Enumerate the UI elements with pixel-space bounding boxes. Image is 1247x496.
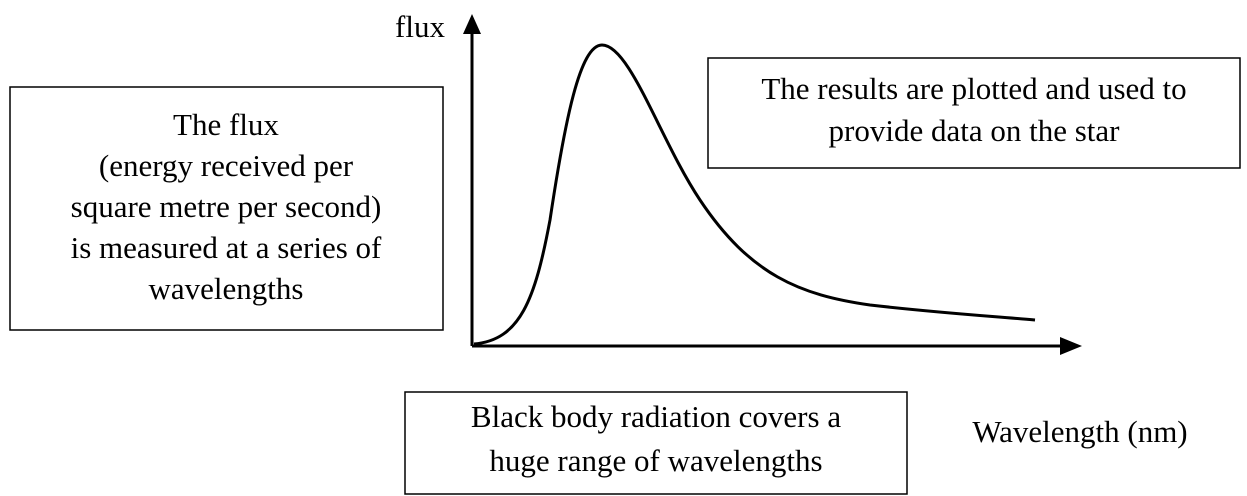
box-text-line: provide data on the star bbox=[829, 113, 1121, 148]
x-axis-arrow bbox=[1060, 337, 1082, 355]
y-axis-arrow bbox=[463, 14, 481, 34]
box-text-line: The results are plotted and used to bbox=[761, 71, 1186, 106]
text-box bbox=[404, 391, 908, 495]
box-text-line: wavelengths bbox=[149, 271, 304, 306]
box-texts: The flux (energy received per square metre… bbox=[71, 71, 1187, 478]
box-text-line: The flux bbox=[173, 107, 279, 142]
box-text-line: Black body radiation covers a bbox=[471, 399, 841, 434]
y-axis-label: flux bbox=[395, 9, 445, 44]
box-text-line: square metre per second) bbox=[71, 189, 382, 224]
blackbody-curve bbox=[473, 43, 1036, 346]
box-text-line: huge range of wavelengths bbox=[489, 443, 822, 478]
box-text-line: (energy received per bbox=[99, 148, 354, 183]
text-box bbox=[9, 86, 444, 331]
x-axis-label: Wavelength (nm) bbox=[972, 414, 1187, 449]
text-box bbox=[707, 57, 1241, 169]
box-text-line: is measured at a series of bbox=[71, 230, 382, 265]
